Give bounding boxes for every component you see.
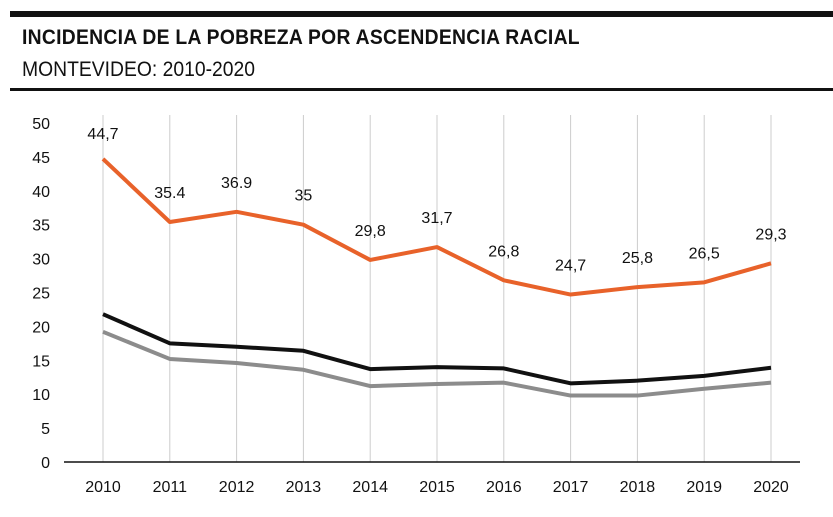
y-tick-label: 20 — [32, 319, 50, 336]
grid-lines — [102, 115, 772, 462]
data-label-2015: 31,7 — [421, 210, 452, 227]
x-tick-label: 2011 — [153, 479, 188, 496]
x-tick-label: 2020 — [753, 479, 789, 496]
y-tick-label: 35 — [32, 218, 50, 235]
chart-title: INCIDENCIA DE LA POBREZA POR ASCENDENCIA… — [22, 26, 580, 49]
x-axis: 2010 2011 2012 2013 2014 2015 2016 2017 2018 2019… — [64, 461, 800, 496]
data-label-2019: 26,5 — [689, 245, 720, 262]
y-tick-label: 0 — [41, 455, 50, 472]
y-tick-label: 40 — [32, 184, 50, 201]
x-tick-label: 2010 — [85, 479, 121, 496]
y-tick-label: 30 — [32, 252, 50, 269]
x-tick-label: 2014 — [352, 479, 388, 496]
x-tick-label: 2017 — [553, 479, 589, 496]
data-label-2014: 29,8 — [355, 223, 386, 240]
y-tick-label: 5 — [41, 421, 50, 438]
x-tick-label: 2016 — [486, 479, 522, 496]
data-label-2013: 35 — [295, 188, 313, 205]
data-label-2016: 26,8 — [488, 243, 519, 260]
data-label-2020: 29,3 — [755, 226, 786, 243]
x-tick-label: 2018 — [620, 479, 656, 496]
y-tick-label: 25 — [32, 286, 50, 303]
y-axis: 0 5 10 15 20 25 30 35 40 45 50 — [32, 116, 50, 472]
top-rule — [10, 11, 833, 17]
data-label-2018: 25,8 — [622, 250, 653, 267]
data-label-2011: 35.4 — [154, 185, 185, 202]
data-labels: 44,7 35.4 36.9 35 29,8 31,7 26,8 24,7 25,8 26,5 29… — [87, 126, 786, 275]
data-label-2017: 24,7 — [555, 258, 586, 275]
y-tick-label: 50 — [32, 116, 50, 133]
series-lines — [101, 157, 772, 398]
y-tick-label: 10 — [32, 387, 50, 404]
y-tick-label: 15 — [32, 353, 50, 370]
x-tick-label: 2015 — [419, 479, 455, 496]
data-label-2012: 36.9 — [221, 175, 252, 192]
data-label-2010: 44,7 — [87, 126, 118, 143]
x-tick-label: 2012 — [219, 479, 255, 496]
x-tick-label: 2013 — [286, 479, 322, 496]
y-tick-label: 45 — [32, 150, 50, 167]
header-divider — [10, 88, 833, 91]
chart-subtitle: MONTEVIDEO: 2010-2020 — [22, 58, 256, 81]
x-tick-label: 2019 — [686, 479, 722, 496]
